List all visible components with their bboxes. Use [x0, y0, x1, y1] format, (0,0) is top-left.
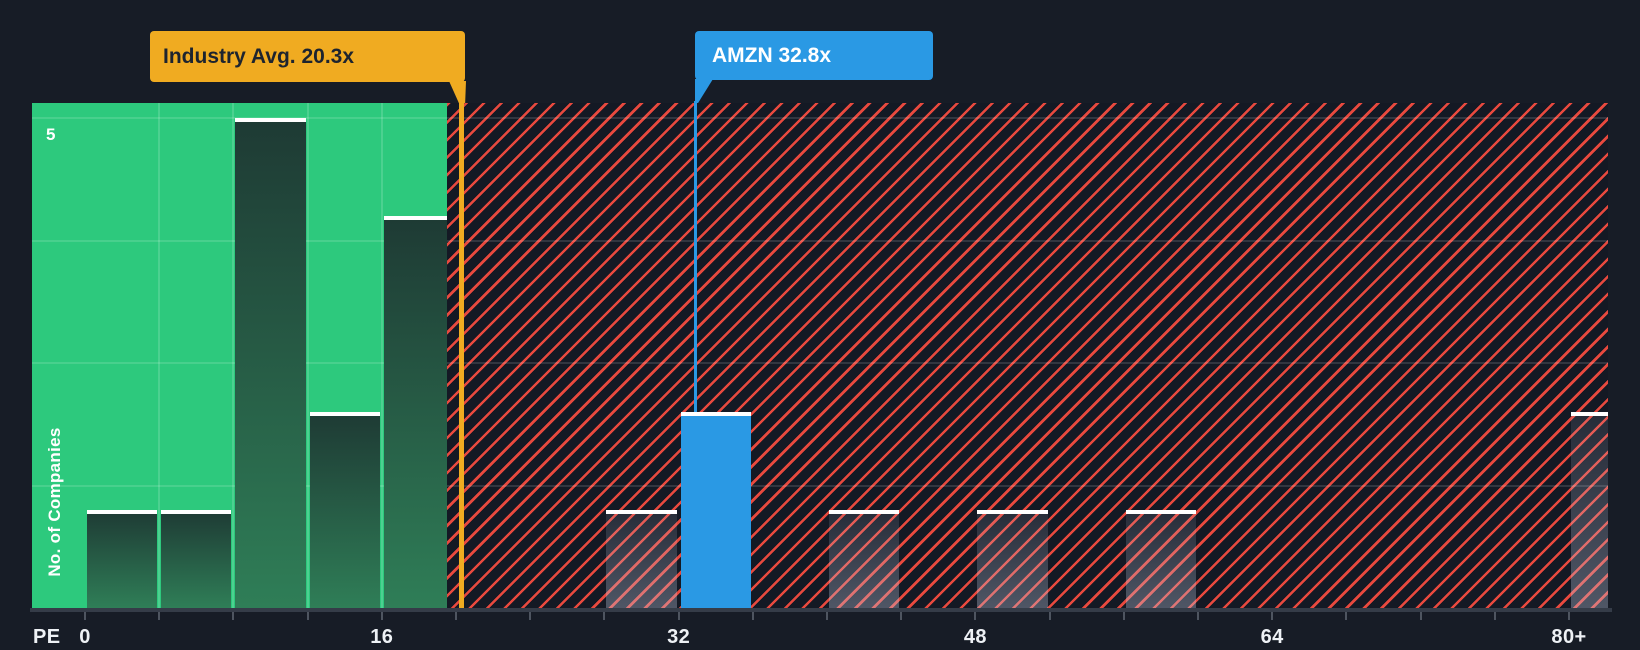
histogram-bar[interactable] [161, 510, 232, 608]
axis-tick [974, 612, 977, 620]
axis-tick [158, 612, 161, 620]
histogram-bar[interactable] [977, 510, 1048, 608]
bar-top-cap [161, 510, 232, 514]
company-callout-text: AMZN 32.8x [712, 43, 832, 67]
histogram-bar[interactable] [87, 510, 158, 608]
axis-tick [1271, 612, 1274, 620]
axis-tick [306, 612, 309, 620]
gridline-vertical [306, 103, 309, 608]
industry-avg-callout: Industry Avg. 20.3x [150, 31, 465, 82]
bar-top-cap [235, 118, 306, 122]
above-average-zone [447, 103, 1608, 608]
gridline-horizontal [32, 362, 1608, 364]
x-tick-label: 0 [79, 626, 91, 648]
bar-top-cap [977, 510, 1048, 514]
axis-tick [751, 612, 754, 620]
bar-top-cap [383, 216, 447, 220]
bar-top-cap [1571, 412, 1608, 416]
x-tick-label: 48 [963, 626, 987, 648]
axis-tick [529, 612, 532, 620]
gridline-horizontal [32, 239, 1608, 242]
gridline-horizontal [32, 484, 1608, 487]
bar-top-cap [1125, 510, 1196, 514]
company-bar[interactable] [680, 412, 751, 608]
histogram-bar[interactable] [235, 118, 306, 608]
axis-tick [380, 612, 383, 620]
axis-tick [1493, 612, 1496, 620]
industry-avg-line [459, 101, 465, 608]
bar-top-cap [829, 510, 900, 514]
histogram-bar[interactable] [829, 510, 900, 608]
histogram-bar[interactable] [1571, 412, 1608, 608]
axis-tick [84, 612, 86, 620]
x-tick-label: 32 [667, 626, 691, 648]
axis-tick [1345, 612, 1348, 620]
histogram-bar[interactable] [606, 510, 677, 608]
axis-tick [232, 612, 235, 620]
axis-tick [603, 612, 606, 620]
bar-top-cap [606, 510, 677, 514]
axis-tick [1048, 612, 1051, 620]
x-tick-label: 16 [370, 626, 394, 648]
histogram-bar[interactable] [383, 216, 447, 608]
axis-tick [1122, 612, 1125, 620]
x-axis-name: PE [33, 626, 61, 648]
company-callout: AMZN 32.8x [695, 31, 933, 80]
x-tick-label: 80+ [1551, 626, 1587, 648]
gridline-vertical [232, 103, 235, 608]
company-line [694, 101, 698, 412]
axis-tick [900, 612, 903, 620]
y-axis-title: No. of Companies [45, 427, 64, 577]
bar-top-cap [87, 510, 158, 514]
bar-top-cap [680, 412, 751, 416]
axis-tick [826, 612, 828, 620]
x-tick-label: 64 [1260, 626, 1284, 648]
histogram-bar[interactable] [309, 412, 380, 608]
y-axis-max-label: 5 [46, 125, 56, 144]
histogram-bar[interactable] [1125, 510, 1196, 608]
axis-tick [1419, 612, 1422, 620]
industry-avg-callout-text: Industry Avg. 20.3x [163, 44, 355, 68]
bar-top-cap [309, 412, 380, 416]
x-axis-line [30, 608, 1612, 612]
gridline-vertical [158, 103, 161, 608]
gridline-horizontal [32, 117, 1608, 119]
gridline-vertical [380, 103, 383, 608]
axis-tick [455, 612, 457, 620]
axis-tick [1568, 612, 1570, 620]
axis-tick [1197, 612, 1199, 620]
axis-tick [677, 612, 680, 620]
